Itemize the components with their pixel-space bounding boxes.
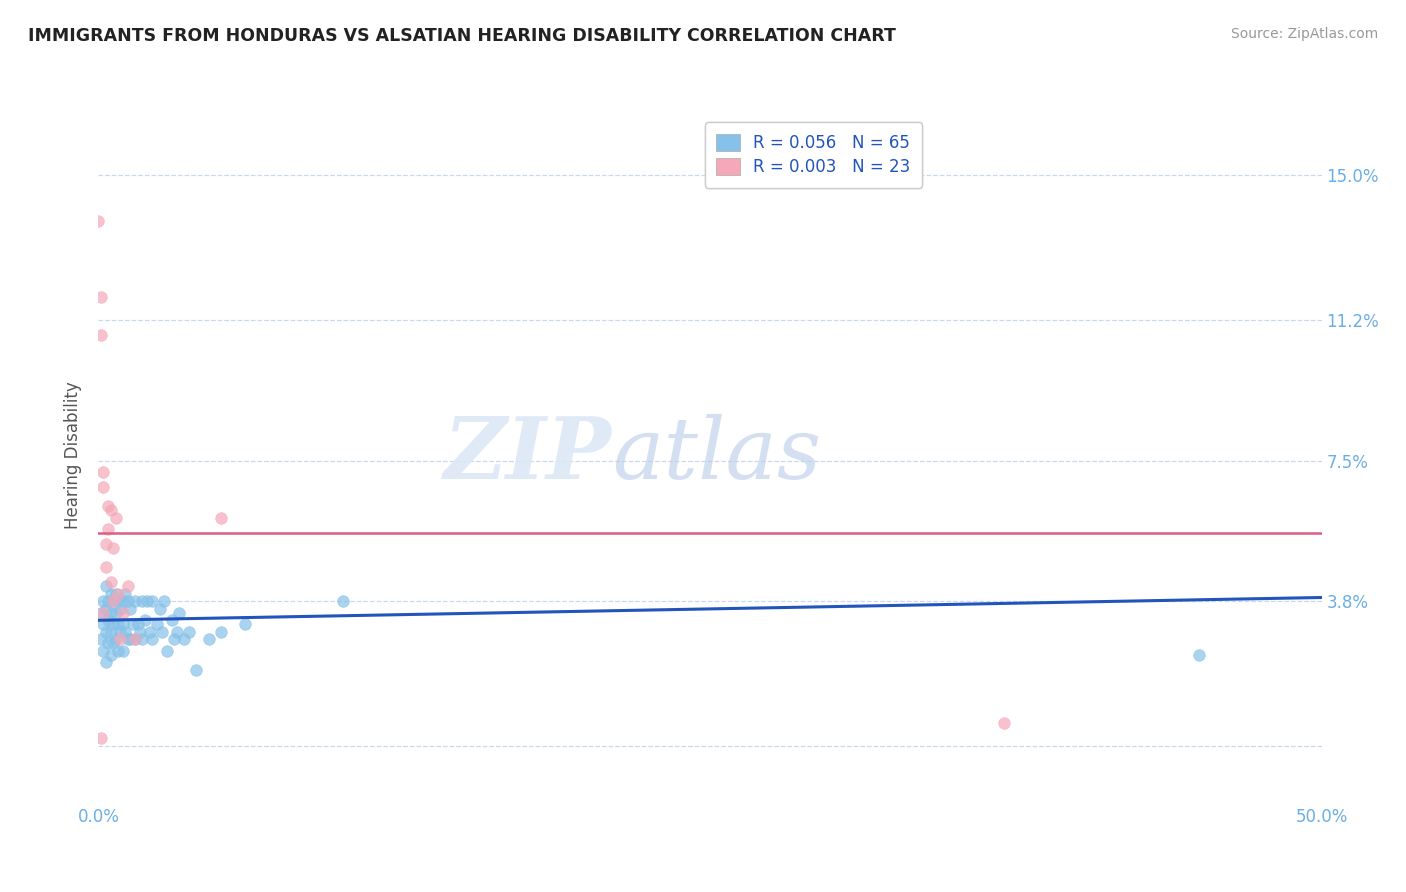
Point <box>104 632 127 647</box>
Point <box>111 606 134 620</box>
Point <box>117 594 139 608</box>
Point <box>156 644 179 658</box>
Text: IMMIGRANTS FROM HONDURAS VS ALSATIAN HEARING DISABILITY CORRELATION CHART: IMMIGRANTS FROM HONDURAS VS ALSATIAN HEA… <box>28 27 896 45</box>
Point <box>114 624 136 639</box>
Point <box>111 644 134 658</box>
Point <box>91 617 114 632</box>
Point <box>150 624 173 639</box>
Point <box>107 587 129 601</box>
Point <box>124 632 146 647</box>
Point <box>90 290 112 304</box>
Point <box>104 606 127 620</box>
Y-axis label: Hearing Disability: Hearing Disability <box>65 381 83 529</box>
Point <box>101 617 124 632</box>
Point <box>160 613 183 627</box>
Point <box>100 587 122 601</box>
Point <box>94 602 117 616</box>
Point <box>121 617 143 632</box>
Text: ZIP: ZIP <box>444 413 612 497</box>
Point <box>100 648 122 662</box>
Text: atlas: atlas <box>612 414 821 496</box>
Point <box>101 541 124 555</box>
Point <box>100 503 122 517</box>
Point <box>141 594 163 608</box>
Point <box>124 632 146 647</box>
Text: Source: ZipAtlas.com: Source: ZipAtlas.com <box>1230 27 1378 41</box>
Point <box>104 587 127 601</box>
Point <box>94 537 117 551</box>
Point <box>90 632 112 647</box>
Point <box>110 624 132 639</box>
Point <box>173 632 195 647</box>
Point <box>97 522 120 536</box>
Point <box>131 632 153 647</box>
Point <box>167 606 190 620</box>
Point <box>101 636 124 650</box>
Point <box>117 579 139 593</box>
Point <box>197 632 219 647</box>
Point <box>87 214 110 228</box>
Point <box>107 594 129 608</box>
Point <box>993 715 1015 730</box>
Point <box>110 602 132 616</box>
Point <box>129 624 152 639</box>
Point <box>94 560 117 574</box>
Point <box>91 594 114 608</box>
Point <box>94 579 117 593</box>
Point <box>101 594 124 608</box>
Point <box>209 510 232 524</box>
Point <box>107 617 129 632</box>
Point <box>100 606 122 620</box>
Point <box>91 606 114 620</box>
Point <box>131 594 153 608</box>
Legend: R = 0.056   N = 65, R = 0.003   N = 23: R = 0.056 N = 65, R = 0.003 N = 23 <box>704 122 922 188</box>
Point <box>149 602 172 616</box>
Point <box>332 594 354 608</box>
Point <box>177 624 200 639</box>
Point <box>111 617 134 632</box>
Point <box>163 632 186 647</box>
Point <box>104 510 127 524</box>
Point <box>139 624 162 639</box>
Point <box>90 606 112 620</box>
Point <box>136 594 159 608</box>
Point <box>120 602 142 616</box>
Point <box>91 480 114 494</box>
Point <box>94 624 117 639</box>
Point <box>97 500 120 514</box>
Point <box>97 636 120 650</box>
Point <box>111 594 134 608</box>
Point <box>91 644 114 658</box>
Point <box>141 632 163 647</box>
Point <box>107 644 129 658</box>
Point <box>90 328 112 343</box>
Point <box>91 465 114 479</box>
Point <box>97 594 120 608</box>
Point <box>101 594 124 608</box>
Point <box>114 587 136 601</box>
Point <box>124 594 146 608</box>
Point <box>134 613 156 627</box>
Point <box>120 632 142 647</box>
Point <box>209 624 232 639</box>
Point <box>97 613 120 627</box>
Point <box>233 617 256 632</box>
Point <box>186 663 208 677</box>
Point <box>110 632 132 647</box>
Point <box>117 632 139 647</box>
Point <box>153 594 176 608</box>
Point <box>166 624 188 639</box>
Point <box>146 617 169 632</box>
Point <box>90 731 112 746</box>
Point <box>100 575 122 590</box>
Point <box>127 617 149 632</box>
Point <box>100 624 122 639</box>
Point <box>94 655 117 669</box>
Point <box>1188 648 1211 662</box>
